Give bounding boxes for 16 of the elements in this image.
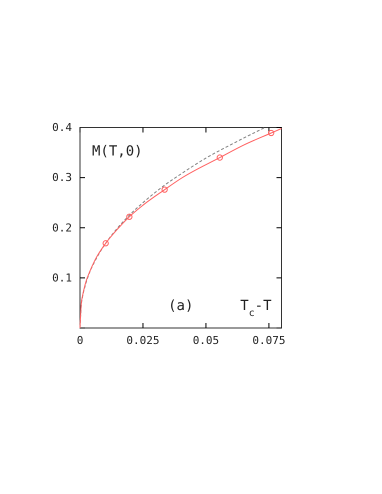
x-tick-label: 0 — [76, 334, 84, 347]
x-tick-label: 0.025 — [126, 334, 160, 347]
y-tick-label: 0.2 — [52, 221, 72, 234]
point — [216, 154, 223, 161]
point — [161, 186, 168, 193]
annotation: (a) — [168, 298, 194, 314]
x-tick-label: 0.05 — [192, 334, 220, 347]
x-axis-title: T$_{c}$-T — [240, 298, 272, 318]
point — [268, 130, 274, 136]
annotation: M(T,0) — [92, 144, 143, 160]
y-tick-label: 0.3 — [52, 171, 72, 184]
point — [102, 240, 109, 246]
y-tick-label: 0.1 — [52, 271, 72, 284]
point — [126, 214, 133, 220]
x-tick-label: 0.075 — [252, 334, 286, 347]
y-tick-label: 0.4 — [52, 121, 72, 134]
